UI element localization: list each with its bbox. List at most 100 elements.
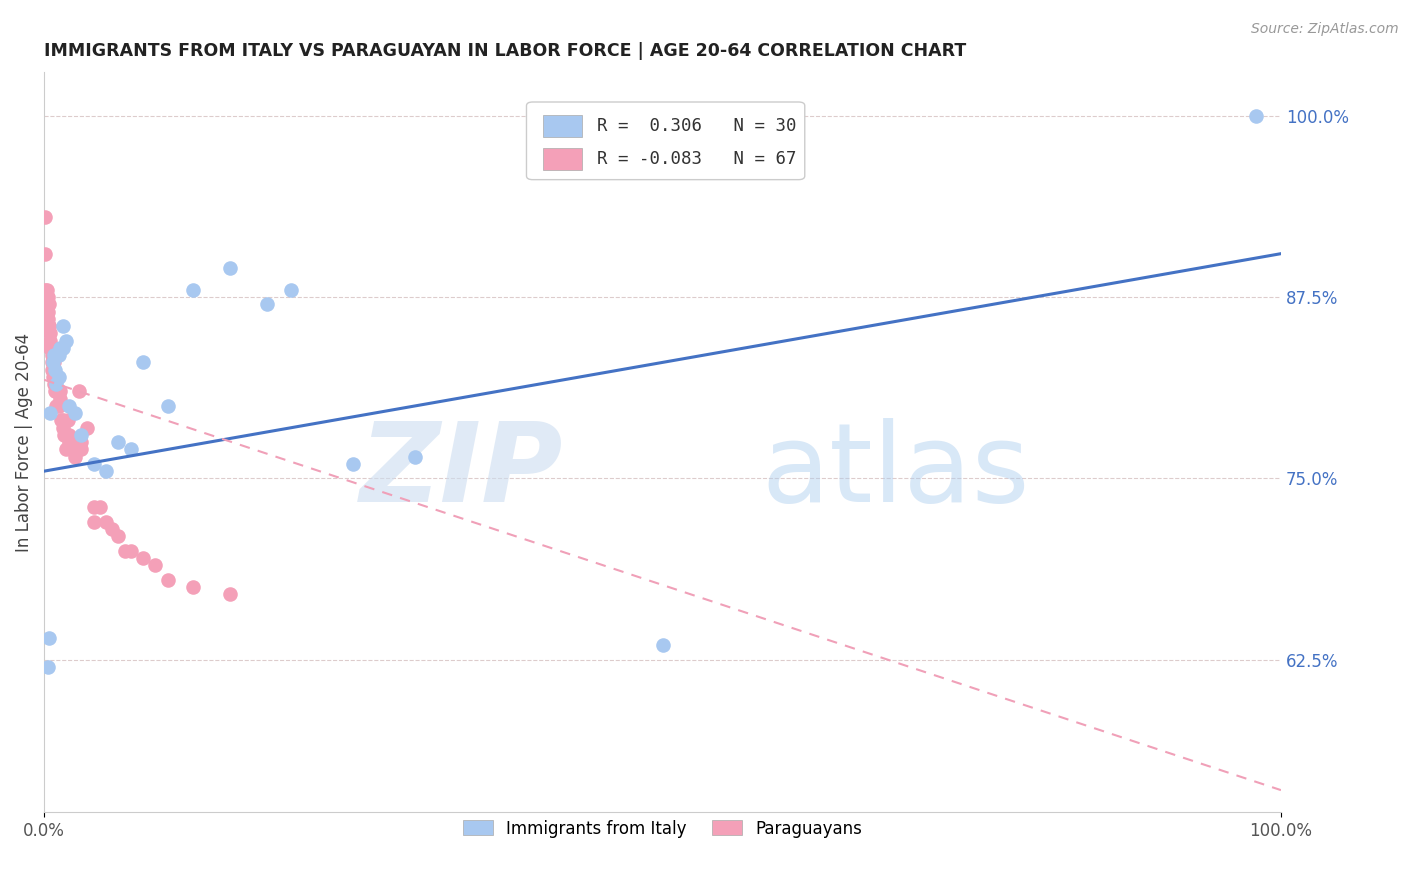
Point (63, 406, 86, 420)
Point (49, 392, 72, 406)
Point (48, 384, 70, 399)
Point (41, 341, 63, 355)
FancyBboxPatch shape (526, 102, 804, 179)
Point (55, 428, 77, 442)
Point (48, 348, 70, 362)
Point (83, 515, 105, 529)
Point (181, 283, 204, 297)
FancyBboxPatch shape (543, 115, 582, 137)
Point (39, 334, 62, 348)
Point (60, 442, 83, 457)
Point (42, 370, 65, 384)
Point (37, 312, 59, 326)
Point (45, 399, 67, 413)
Point (38, 297, 60, 311)
Point (44, 362, 66, 376)
Point (41, 348, 63, 362)
Point (45, 384, 67, 399)
Point (44, 384, 66, 399)
Point (35, 283, 58, 297)
Point (58, 399, 80, 413)
Point (63, 435, 86, 450)
Point (48, 399, 70, 413)
Text: R =  0.306   N = 30: R = 0.306 N = 30 (598, 118, 796, 136)
Text: atlas: atlas (762, 418, 1031, 525)
Point (39, 341, 62, 355)
Point (44, 370, 66, 384)
Point (38, 631, 60, 645)
Point (42, 348, 65, 362)
Point (41, 362, 63, 376)
Y-axis label: In Labor Force | Age 20-64: In Labor Force | Age 20-64 (15, 333, 32, 552)
Text: IMMIGRANTS FROM ITALY VS PARAGUAYAN IN LABOR FORCE | AGE 20-64 CORRELATION CHART: IMMIGRANTS FROM ITALY VS PARAGUAYAN IN L… (44, 42, 966, 60)
Point (39, 326, 62, 341)
Point (52, 413, 75, 427)
Point (39, 406, 62, 420)
Point (49, 341, 72, 355)
Point (132, 551, 155, 566)
Point (56, 413, 79, 427)
Point (35, 290, 58, 304)
Point (114, 544, 136, 558)
Point (89, 500, 111, 515)
Point (67, 384, 90, 399)
Point (38, 319, 60, 334)
Point (107, 529, 129, 543)
Point (83, 500, 105, 515)
Point (94, 464, 117, 478)
Point (120, 442, 142, 457)
Point (58, 435, 80, 450)
Point (280, 283, 302, 297)
Point (45, 377, 67, 392)
Point (37, 290, 59, 304)
Point (76, 420, 98, 434)
Point (39, 341, 62, 355)
Point (70, 428, 93, 442)
Point (35, 297, 58, 311)
Text: ZIP: ZIP (360, 418, 564, 525)
Point (37, 660, 59, 674)
Text: R = -0.083   N = 67: R = -0.083 N = 67 (598, 150, 796, 168)
Point (49, 384, 72, 399)
Point (37, 297, 59, 311)
Point (181, 580, 204, 594)
Point (41, 355, 63, 369)
Point (218, 261, 240, 276)
Point (404, 450, 426, 464)
Point (42, 355, 65, 369)
Point (156, 573, 179, 587)
Point (156, 399, 179, 413)
Point (37, 304, 59, 318)
Point (70, 442, 93, 457)
Point (107, 435, 129, 450)
Point (42, 355, 65, 369)
FancyBboxPatch shape (543, 148, 582, 170)
Point (70, 435, 93, 450)
Point (101, 522, 124, 536)
Point (45, 384, 67, 399)
Point (342, 457, 364, 471)
Point (55, 442, 77, 457)
Point (38, 319, 60, 334)
Point (42, 362, 65, 376)
Point (52, 420, 75, 434)
Point (34, 246, 56, 260)
Point (63, 450, 86, 464)
Point (34, 283, 56, 297)
Point (58, 428, 80, 442)
Point (651, 638, 673, 652)
Point (120, 544, 142, 558)
Point (42, 370, 65, 384)
Point (132, 355, 155, 369)
Point (34, 211, 56, 225)
Point (42, 355, 65, 369)
Point (51, 413, 73, 427)
Point (55, 334, 77, 348)
Point (52, 341, 75, 355)
Point (83, 457, 105, 471)
Point (145, 558, 167, 573)
Point (218, 587, 240, 601)
Point (42, 377, 65, 392)
Point (48, 370, 70, 384)
Point (256, 297, 278, 311)
